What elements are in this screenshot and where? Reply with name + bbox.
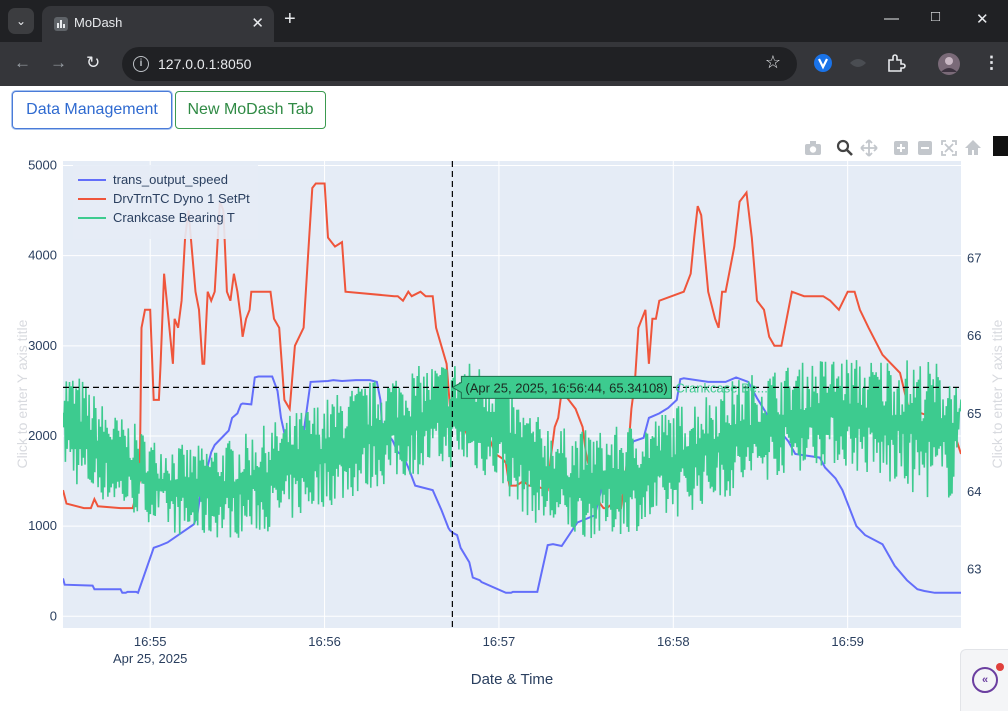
y-left-tick-label: 3000 (28, 338, 57, 353)
x-tick-label: 16:59 (831, 634, 864, 649)
browser-toolbar: ← → ↻ i 127.0.0.1:8050 ☆ ⋮ (0, 42, 1008, 86)
x-tick-label: 16:57 (483, 634, 516, 649)
x-tick-date-label: Apr 25, 2025 (113, 651, 187, 666)
maximize-icon[interactable]: □ (931, 8, 941, 25)
y-right-tick-label: 63 (967, 562, 981, 577)
axis-ticks: 0 1000 2000 3000 4000 5000 63 64 65 66 67 16:55 16:5… (28, 158, 981, 666)
forward-icon[interactable]: → (50, 53, 67, 72)
left-y-axis-title[interactable]: Click to enter Y axis title (14, 319, 30, 468)
collapse-chevrons-icon[interactable]: « (972, 667, 998, 693)
tab-close-icon[interactable]: ✕ (251, 15, 264, 32)
x-axis-title: Date & Time (471, 671, 554, 688)
legend[interactable]: trans_output_speed DrvTrnTC Dyno 1 SetPt C… (73, 165, 258, 239)
data-management-button[interactable]: Data Management (12, 91, 172, 129)
y-right-tick-label: 67 (967, 250, 981, 265)
back-icon[interactable]: ← (14, 53, 31, 72)
extension-faded-icon[interactable] (848, 54, 868, 72)
hover-label-series: Crankcase Be... (675, 380, 768, 395)
url-text[interactable]: 127.0.0.1:8050 (158, 56, 252, 72)
y-left-tick-label: 0 (50, 608, 57, 623)
y-right-tick-label: 65 (967, 406, 981, 421)
notification-dot (996, 663, 1004, 671)
timeseries-chart[interactable]: 0 1000 2000 3000 4000 5000 63 64 65 66 67 16:55 16:5… (0, 86, 1008, 711)
legend-entry-label[interactable]: DrvTrnTC Dyno 1 SetPt (113, 191, 250, 206)
tab-title: MoDash (74, 15, 123, 30)
reset-home-icon[interactable] (964, 139, 982, 156)
browser-menu-icon[interactable]: ⋮ (983, 53, 1000, 72)
y-left-tick-label: 5000 (28, 158, 57, 173)
extension-v-icon[interactable] (813, 53, 833, 73)
legend-box (73, 165, 258, 239)
close-window-icon[interactable]: ✕ (976, 11, 989, 28)
minimize-icon[interactable]: — (884, 10, 899, 27)
new-modash-tab-button[interactable]: New MoDash Tab (175, 91, 326, 129)
new-tab-icon[interactable]: + (284, 8, 296, 30)
hover-spikelines (63, 161, 961, 628)
x-tick-label: 16:58 (657, 634, 690, 649)
pan-icon[interactable] (860, 139, 878, 157)
reload-icon[interactable]: ↻ (86, 53, 101, 72)
hover-label: (Apr 25, 2025, 16:56:44, 65.34108) Crankc… (451, 375, 768, 399)
page-content: Data Management New MoDash Tab 0 1000 2000… (0, 86, 1008, 711)
extensions-puzzle-icon[interactable] (886, 53, 906, 73)
y-left-tick-label: 1000 (28, 518, 57, 533)
x-tick-label: 16:55 (134, 634, 167, 649)
side-panel-tab[interactable] (993, 136, 1008, 156)
profile-avatar-icon[interactable] (937, 52, 961, 76)
y-right-tick-label: 64 (967, 484, 981, 499)
browser-tab[interactable]: MoDash ✕ (42, 6, 274, 42)
y-left-tick-label: 4000 (28, 248, 57, 263)
zoom-out-icon[interactable] (917, 140, 933, 156)
hover-label-box (451, 375, 672, 399)
site-info-icon[interactable]: i (133, 56, 149, 72)
bookmark-star-icon[interactable]: ☆ (764, 52, 781, 72)
camera-icon[interactable] (804, 140, 822, 156)
dash-favicon-icon (54, 17, 68, 31)
x-tick-label: 16:56 (308, 634, 341, 649)
zoom-icon[interactable] (836, 139, 854, 157)
y-left-tick-label: 2000 (28, 428, 57, 443)
right-y-axis-title[interactable]: Click to enter Y axis title (989, 319, 1005, 468)
y-right-tick-label: 66 (967, 328, 981, 343)
sidebar-toggle-panel[interactable]: « (960, 649, 1008, 711)
autoscale-icon[interactable] (941, 140, 957, 156)
browser-titlebar: ⌄ MoDash ✕ + — □ ✕ (0, 0, 1008, 42)
address-bar[interactable]: i 127.0.0.1:8050 ☆ (122, 47, 797, 81)
hover-label-value: (Apr 25, 2025, 16:56:44, 65.34108) (465, 380, 667, 395)
legend-entry-label[interactable]: trans_output_speed (113, 172, 228, 187)
legend-entry-label[interactable]: Crankcase Bearing T (113, 210, 235, 225)
zoom-in-icon[interactable] (893, 140, 909, 156)
tab-menu-icon[interactable]: ⌄ (8, 8, 34, 34)
